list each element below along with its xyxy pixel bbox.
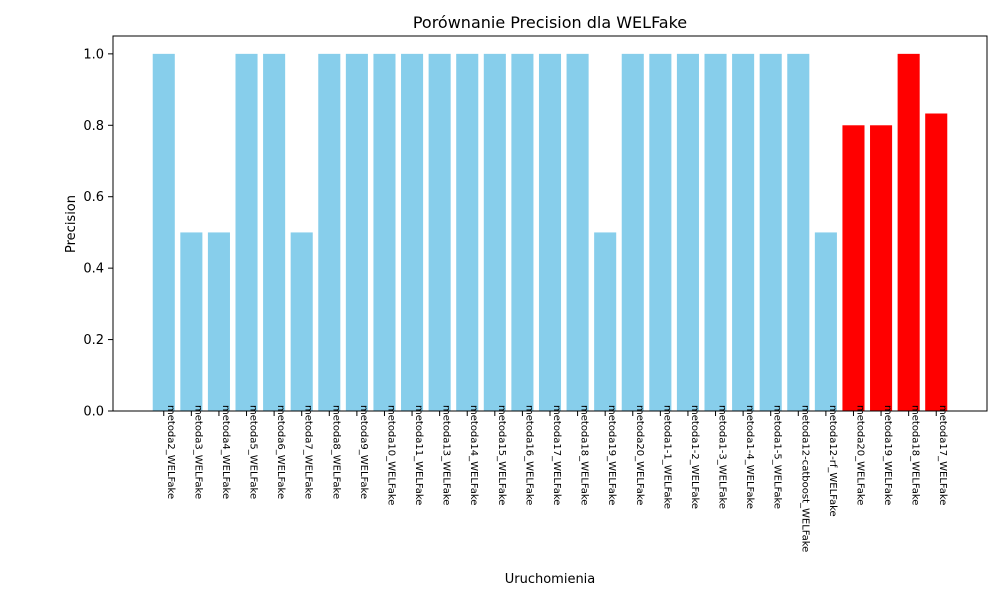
x-tick-label: metoda3_WELFake xyxy=(192,405,203,499)
bar xyxy=(787,53,810,411)
x-tick-label: metoda6_WELFake xyxy=(275,405,286,499)
bar xyxy=(594,232,617,411)
x-tick-label: metoda1-2_WELFake xyxy=(689,405,700,509)
bar xyxy=(511,53,534,411)
bar xyxy=(263,53,286,411)
x-tick-label: metoda12-rf_WELFake xyxy=(827,405,838,517)
x-tick-label: metoda17_WELFake xyxy=(551,405,562,505)
y-tick-label: 0.0 xyxy=(83,405,104,420)
x-tick-label: metoda14_WELFake xyxy=(468,405,479,505)
y-axis-label: Precision xyxy=(64,195,79,253)
x-tick-label: metoda15_WELFake xyxy=(496,405,507,505)
x-tick-label: metoda2_WELFake xyxy=(165,405,176,499)
bar xyxy=(649,53,672,411)
x-tick-label: metoda16_WELFake xyxy=(523,405,534,505)
x-tick-label: metoda4_WELFake xyxy=(220,405,231,499)
bar xyxy=(759,53,782,411)
bar xyxy=(428,53,451,411)
bar xyxy=(897,53,920,411)
bar xyxy=(704,53,727,411)
x-tick-label: metoda20_WELFake xyxy=(634,405,645,505)
bar xyxy=(180,232,203,411)
bar xyxy=(870,125,893,412)
bar xyxy=(621,53,644,411)
x-tick-label: metoda11_WELFake xyxy=(413,405,424,505)
bar xyxy=(483,53,506,411)
x-tick-label: metoda18_WELFake xyxy=(910,405,921,505)
bar xyxy=(152,53,175,411)
bar xyxy=(207,232,230,411)
bar xyxy=(732,53,755,411)
bar xyxy=(290,232,313,411)
bar xyxy=(235,53,258,411)
x-axis-label: Uruchomienia xyxy=(505,572,596,587)
x-tick-label: metoda5_WELFake xyxy=(248,405,259,499)
y-tick-label: 0.6 xyxy=(83,190,104,205)
bar xyxy=(373,53,396,411)
x-tick-label: metoda9_WELFake xyxy=(358,405,369,499)
x-tick-label: metoda20_WELFake xyxy=(854,405,865,505)
chart-title: Porównanie Precision dla WELFake xyxy=(413,13,687,32)
plot-frame xyxy=(112,35,988,412)
y-tick-label: 0.2 xyxy=(83,333,104,348)
bar xyxy=(842,125,865,412)
x-tick-label: metoda1-3_WELFake xyxy=(717,405,728,509)
x-tick-label: metoda1-4_WELFake xyxy=(744,405,755,509)
bar xyxy=(456,53,479,411)
bar xyxy=(318,53,341,411)
y-tick-label: 0.8 xyxy=(83,119,104,134)
bar xyxy=(925,113,948,411)
x-tick-label: metoda1-1_WELFake xyxy=(661,405,672,509)
bar xyxy=(566,53,589,411)
x-tick-label: metoda19_WELFake xyxy=(882,405,893,505)
y-tick-label: 0.4 xyxy=(83,262,104,277)
bar xyxy=(401,53,424,411)
x-tick-label: metoda13_WELFake xyxy=(441,405,452,505)
x-tick-label: metoda10_WELFake xyxy=(385,405,396,505)
x-tick-label: metoda7_WELFake xyxy=(303,405,314,499)
bars xyxy=(152,53,948,412)
bar xyxy=(538,53,562,411)
x-tick-label: metoda18_WELFake xyxy=(579,405,590,505)
x-axis: metoda2_WELFake metoda3_WELFake metoda4_WE… xyxy=(163,405,948,552)
bar xyxy=(676,53,699,411)
y-axis: 0.0 0.2 0.4 0.6 0.8 1.0 xyxy=(83,47,113,420)
x-tick-label: metoda1-5_WELFake xyxy=(772,405,783,509)
x-tick-label: metoda8_WELFake xyxy=(330,405,341,499)
x-tick-label: metoda19_WELFake xyxy=(606,405,617,505)
x-tick-label: metoda17_WELFake xyxy=(937,405,948,505)
x-tick-label: metoda12-catboost_WELFake xyxy=(799,405,810,552)
bar xyxy=(345,53,368,411)
bar xyxy=(814,232,837,411)
y-tick-label: 1.0 xyxy=(83,47,104,62)
